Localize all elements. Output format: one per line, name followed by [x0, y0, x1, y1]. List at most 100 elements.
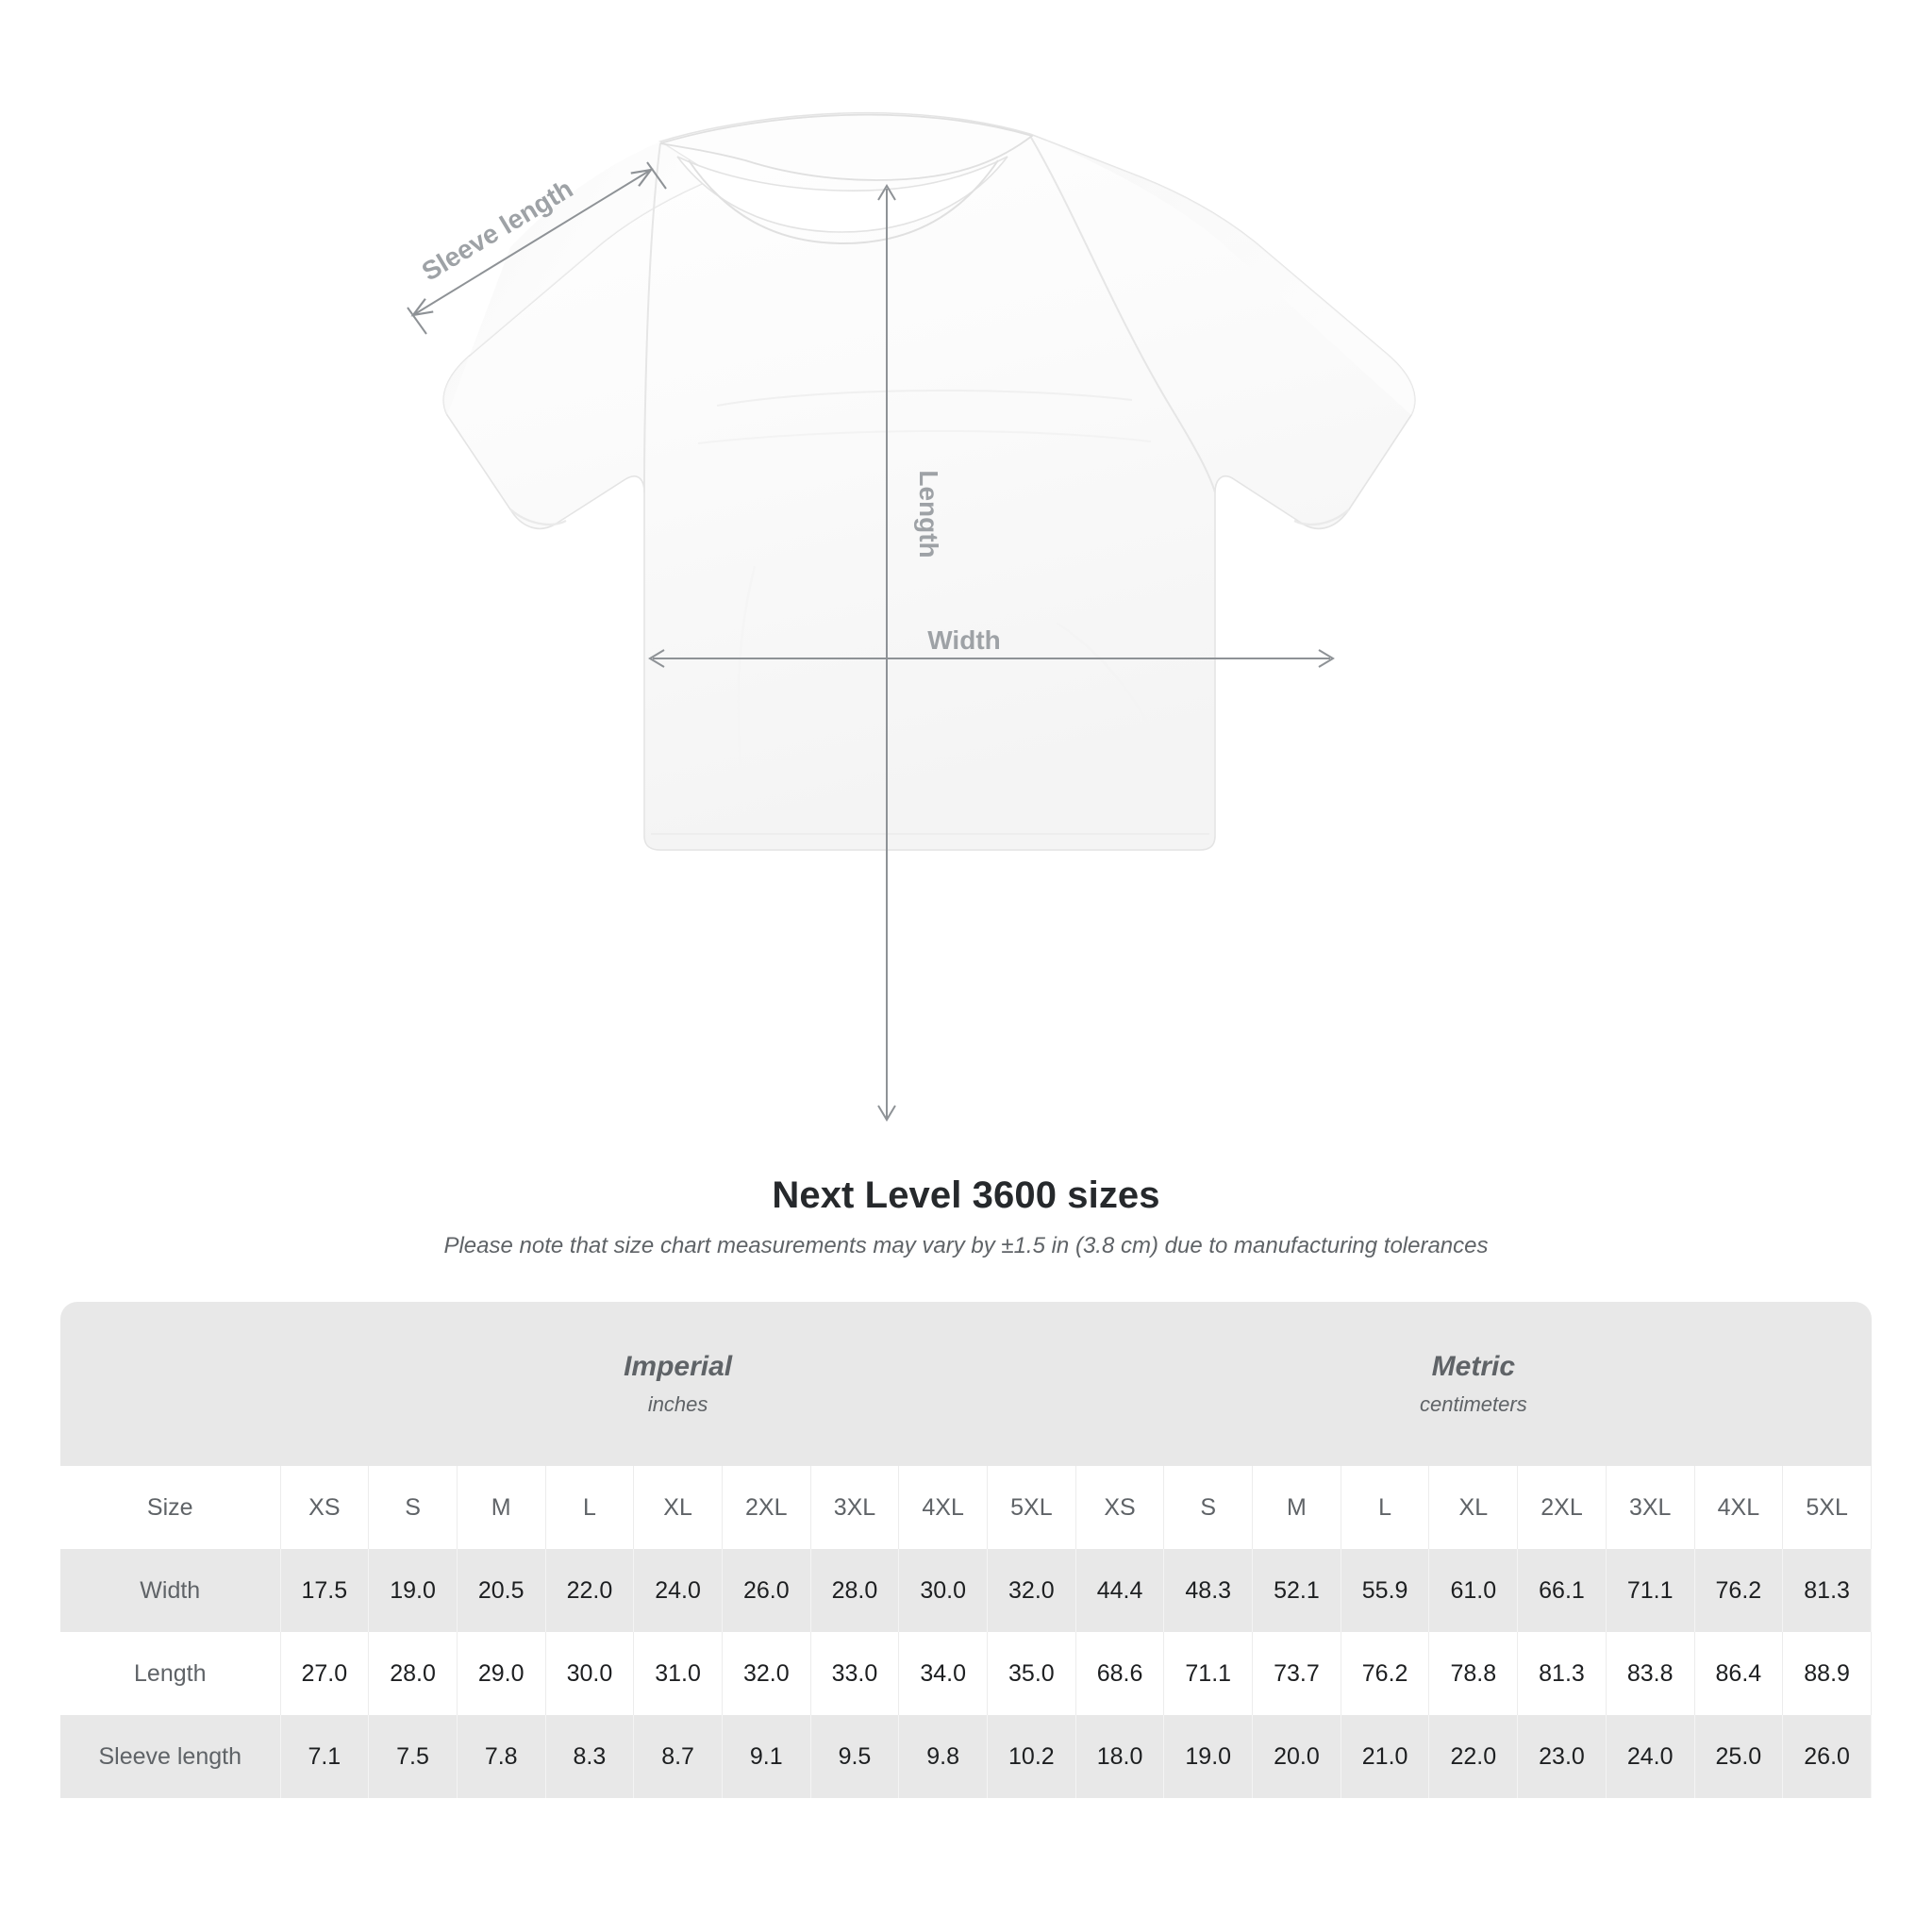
size-header-metric-l: L	[1341, 1466, 1430, 1549]
cell-width-metric-5xl: 81.3	[1782, 1549, 1872, 1632]
width-label: Width	[927, 625, 1001, 655]
unit-sub-metric: centimeters	[1420, 1392, 1527, 1416]
cell-sleeve-imperial-xl: 8.7	[633, 1715, 723, 1798]
size-header-metric-4xl: 4XL	[1694, 1466, 1784, 1549]
cell-length-imperial-3xl: 33.0	[810, 1632, 900, 1715]
title-block: Next Level 3600 sizes Please note that s…	[0, 1172, 1932, 1260]
cell-width-imperial-3xl: 28.0	[810, 1549, 900, 1632]
cell-sleeve-metric-l: 21.0	[1341, 1715, 1430, 1798]
cell-width-metric-xs: 44.4	[1074, 1549, 1165, 1632]
cell-sleeve-metric-5xl: 26.0	[1782, 1715, 1872, 1798]
cell-length-imperial-l: 30.0	[545, 1632, 635, 1715]
cell-width-metric-m: 52.1	[1252, 1549, 1341, 1632]
size-header-metric-xl: XL	[1428, 1466, 1519, 1549]
table-row: Length 27.0 28.0 29.0 30.0 31.0 32.0 33.…	[60, 1632, 1872, 1715]
unit-header-metric: Metric centimeters	[1075, 1302, 1872, 1466]
row-label-length: Length	[60, 1632, 281, 1715]
cell-length-imperial-s: 28.0	[368, 1632, 458, 1715]
cell-sleeve-imperial-4xl: 9.8	[898, 1715, 988, 1798]
tshirt-shape	[442, 111, 1416, 851]
cell-length-imperial-2xl: 32.0	[722, 1632, 811, 1715]
cell-length-metric-xl: 78.8	[1428, 1632, 1519, 1715]
cell-width-imperial-m: 20.5	[457, 1549, 546, 1632]
size-chart-table: Imperial inches Metric centimeters Size …	[60, 1302, 1872, 1798]
cell-sleeve-imperial-xs: 7.1	[279, 1715, 370, 1798]
length-label: Length	[914, 470, 943, 558]
cell-length-metric-l: 76.2	[1341, 1632, 1430, 1715]
size-header-metric-5xl: 5XL	[1782, 1466, 1872, 1549]
table-row: Width 17.5 19.0 20.5 22.0 24.0 26.0 28.0…	[60, 1549, 1872, 1632]
page-subtitle: Please note that size chart measurements…	[443, 1233, 1489, 1258]
cell-length-imperial-m: 29.0	[457, 1632, 546, 1715]
size-header-imperial-xs: XS	[279, 1466, 370, 1549]
unit-sub-imperial: inches	[647, 1392, 708, 1416]
page-title: Next Level 3600 sizes	[772, 1174, 1160, 1216]
size-header-imperial-xl: XL	[633, 1466, 723, 1549]
unit-header-row: Imperial inches Metric centimeters	[60, 1302, 1872, 1466]
cell-width-metric-3xl: 71.1	[1606, 1549, 1695, 1632]
unit-header-spacer	[60, 1302, 280, 1466]
size-header-imperial-s: S	[368, 1466, 458, 1549]
cell-length-metric-s: 71.1	[1163, 1632, 1254, 1715]
sleeve-length-measure	[407, 161, 667, 335]
cell-sleeve-imperial-2xl: 9.1	[722, 1715, 811, 1798]
cell-length-metric-xs: 68.6	[1074, 1632, 1165, 1715]
cell-sleeve-metric-3xl: 24.0	[1606, 1715, 1695, 1798]
row-label-width: Width	[60, 1549, 281, 1632]
size-chart-table-wrap: Imperial inches Metric centimeters Size …	[60, 1302, 1872, 1798]
row-label-sleeve-length: Sleeve length	[60, 1715, 281, 1798]
cell-width-imperial-2xl: 26.0	[722, 1549, 811, 1632]
cell-sleeve-metric-s: 19.0	[1163, 1715, 1254, 1798]
unit-name-metric: Metric	[1431, 1351, 1516, 1382]
table-row: Sleeve length 7.1 7.5 7.8 8.3 8.7 9.1 9.…	[60, 1715, 1872, 1798]
size-header-imperial-m: M	[457, 1466, 546, 1549]
cell-sleeve-metric-2xl: 23.0	[1517, 1715, 1607, 1798]
cell-width-metric-4xl: 76.2	[1694, 1549, 1784, 1632]
cell-width-imperial-xl: 24.0	[633, 1549, 723, 1632]
size-header-metric-s: S	[1163, 1466, 1254, 1549]
size-header-row: Size XS S M L XL 2XL 3XL 4XL 5XL XS S M …	[60, 1466, 1872, 1549]
cell-width-imperial-s: 19.0	[368, 1549, 458, 1632]
cell-width-metric-s: 48.3	[1163, 1549, 1254, 1632]
size-header-imperial-3xl: 3XL	[810, 1466, 900, 1549]
cell-length-imperial-xl: 31.0	[633, 1632, 723, 1715]
cell-width-imperial-4xl: 30.0	[898, 1549, 988, 1632]
cell-length-metric-3xl: 83.8	[1606, 1632, 1695, 1715]
cell-sleeve-metric-m: 20.0	[1252, 1715, 1341, 1798]
cell-width-imperial-xs: 17.5	[279, 1549, 370, 1632]
cell-length-metric-m: 73.7	[1252, 1632, 1341, 1715]
cell-sleeve-metric-4xl: 25.0	[1694, 1715, 1784, 1798]
tshirt-diagram: Sleeve length Length Width	[407, 111, 1416, 1122]
size-header-imperial-2xl: 2XL	[722, 1466, 811, 1549]
unit-header-imperial: Imperial inches	[280, 1302, 1076, 1466]
cell-width-imperial-l: 22.0	[545, 1549, 635, 1632]
cell-width-metric-l: 55.9	[1341, 1549, 1430, 1632]
unit-name-imperial: Imperial	[624, 1351, 733, 1382]
cell-sleeve-imperial-s: 7.5	[368, 1715, 458, 1798]
size-header-metric-m: M	[1252, 1466, 1341, 1549]
size-header-metric-xs: XS	[1074, 1466, 1165, 1549]
cell-sleeve-imperial-3xl: 9.5	[810, 1715, 900, 1798]
cell-sleeve-imperial-l: 8.3	[545, 1715, 635, 1798]
width-measure	[648, 649, 1335, 668]
cell-length-metric-4xl: 86.4	[1694, 1632, 1784, 1715]
cell-length-metric-5xl: 88.9	[1782, 1632, 1872, 1715]
cell-width-metric-xl: 61.0	[1428, 1549, 1519, 1632]
tshirt-illustration: Sleeve length Length Width	[407, 111, 1416, 1122]
cell-sleeve-imperial-m: 7.8	[457, 1715, 546, 1798]
cell-length-imperial-5xl: 35.0	[987, 1632, 1076, 1715]
size-header-metric-2xl: 2XL	[1517, 1466, 1607, 1549]
cell-sleeve-metric-xs: 18.0	[1074, 1715, 1165, 1798]
cell-length-metric-2xl: 81.3	[1517, 1632, 1607, 1715]
cell-width-imperial-5xl: 32.0	[987, 1549, 1076, 1632]
size-header-imperial-5xl: 5XL	[987, 1466, 1076, 1549]
cell-sleeve-imperial-5xl: 10.2	[987, 1715, 1076, 1798]
size-header-metric-3xl: 3XL	[1606, 1466, 1695, 1549]
cell-length-imperial-4xl: 34.0	[898, 1632, 988, 1715]
cell-length-imperial-xs: 27.0	[279, 1632, 370, 1715]
cell-width-metric-2xl: 66.1	[1517, 1549, 1607, 1632]
size-header-imperial-l: L	[545, 1466, 635, 1549]
row-label-size: Size	[60, 1466, 281, 1549]
cell-sleeve-metric-xl: 22.0	[1428, 1715, 1519, 1798]
length-measure	[877, 184, 896, 1122]
